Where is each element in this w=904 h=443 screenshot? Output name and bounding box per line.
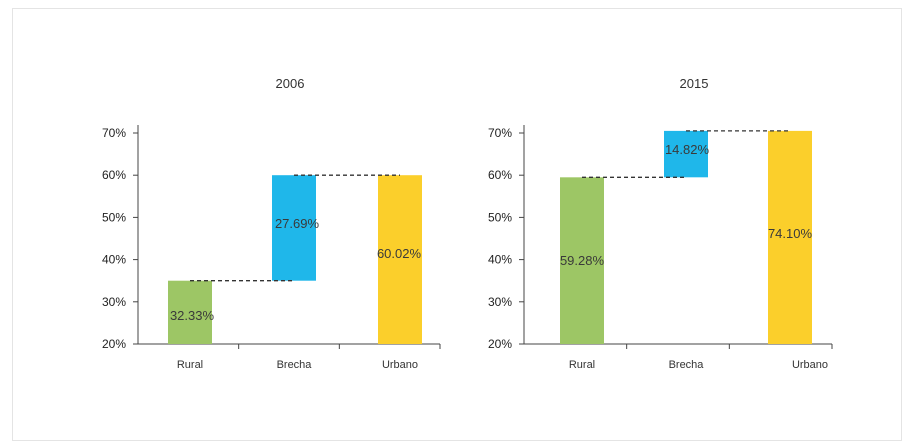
y-tick-label: 20% bbox=[488, 337, 512, 351]
data-label-urbano: 60.02% bbox=[377, 246, 422, 261]
category-label: Urbano bbox=[382, 359, 418, 371]
bar-urbano bbox=[378, 175, 422, 344]
y-tick-label: 40% bbox=[488, 253, 512, 267]
y-tick-label: 70% bbox=[102, 126, 126, 140]
y-tick-label: 40% bbox=[102, 253, 126, 267]
bar-brecha bbox=[272, 175, 316, 281]
category-label: Urbano bbox=[792, 359, 828, 371]
y-tick-label: 60% bbox=[488, 168, 512, 182]
chart-title: 2006 bbox=[276, 76, 305, 91]
category-label: Brecha bbox=[669, 359, 705, 371]
data-label-rural: 59.28% bbox=[560, 253, 605, 268]
y-tick-label: 20% bbox=[102, 337, 126, 351]
bar-rural bbox=[168, 280, 212, 344]
y-tick-label: 50% bbox=[488, 210, 512, 224]
bar-rural bbox=[560, 177, 604, 344]
category-label: Rural bbox=[569, 359, 595, 371]
chart-frame bbox=[12, 8, 902, 441]
data-label-rural: 32.33% bbox=[170, 308, 215, 323]
bar-urbano bbox=[768, 130, 812, 344]
chart-title: 2015 bbox=[680, 76, 709, 91]
y-tick-label: 30% bbox=[488, 295, 512, 309]
data-label-brecha: 27.69% bbox=[275, 216, 320, 231]
category-label: Rural bbox=[177, 359, 203, 371]
chart-2006: 2006 20% 30% 40% 50% 60% 70% 32.33% 27.69% 60.02%… bbox=[102, 76, 441, 371]
category-label: Brecha bbox=[277, 359, 313, 371]
y-tick-label: 50% bbox=[102, 210, 126, 224]
y-tick-label: 30% bbox=[102, 295, 126, 309]
bar-brecha bbox=[664, 130, 708, 178]
data-label-urbano: 74.10% bbox=[768, 226, 813, 241]
chart-2015: 2015 20% 30% 40% 50% 60% 70% 59.28% 14.82% 74.10%… bbox=[488, 76, 833, 371]
y-tick-label: 70% bbox=[488, 126, 512, 140]
data-label-brecha: 14.82% bbox=[665, 142, 710, 157]
y-tick-label: 60% bbox=[102, 168, 126, 182]
